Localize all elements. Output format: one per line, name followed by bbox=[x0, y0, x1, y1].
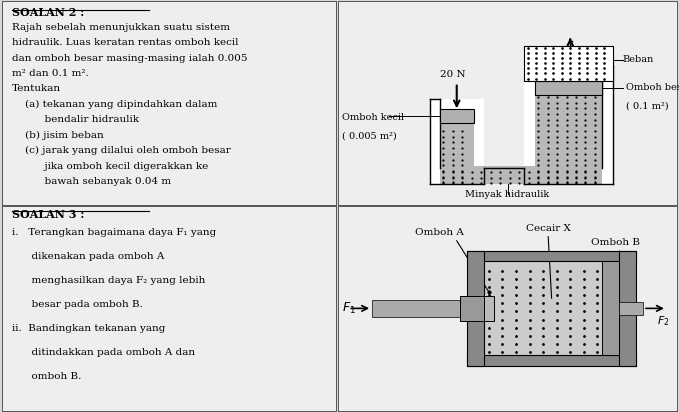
Bar bbox=[602, 261, 619, 356]
Text: SOALAN 3 :: SOALAN 3 : bbox=[12, 209, 84, 220]
Text: dan omboh besar masing-masing ialah 0.005: dan omboh besar masing-masing ialah 0.00… bbox=[12, 54, 248, 63]
Text: (a) tekanan yang dipindahkan dalam: (a) tekanan yang dipindahkan dalam bbox=[12, 100, 217, 109]
Bar bbox=[467, 356, 636, 366]
Text: bawah sebanyak 0.04 m: bawah sebanyak 0.04 m bbox=[12, 177, 171, 186]
Text: jika omboh kecil digerakkan ke: jika omboh kecil digerakkan ke bbox=[12, 162, 208, 171]
Text: besar pada omboh B.: besar pada omboh B. bbox=[12, 300, 143, 309]
Text: i.   Terangkan bagaimana daya F₁ yang: i. Terangkan bagaimana daya F₁ yang bbox=[12, 227, 217, 236]
Text: Minyak hidraulik: Minyak hidraulik bbox=[465, 190, 550, 199]
Bar bbox=[430, 99, 484, 185]
Text: Cecair X: Cecair X bbox=[526, 224, 570, 233]
Text: (c) jarak yang dilalui oleh omboh besar: (c) jarak yang dilalui oleh omboh besar bbox=[12, 146, 231, 155]
Bar bbox=[484, 261, 619, 356]
Text: dikenakan pada omboh A: dikenakan pada omboh A bbox=[12, 252, 164, 261]
Text: Omboh kecil: Omboh kecil bbox=[342, 113, 403, 122]
Text: bendalir hidraulik: bendalir hidraulik bbox=[12, 115, 139, 124]
Bar bbox=[372, 300, 467, 316]
Bar bbox=[460, 296, 484, 321]
Text: Omboh A: Omboh A bbox=[416, 228, 464, 237]
Text: 20 N: 20 N bbox=[440, 70, 465, 79]
Text: Tentukan: Tentukan bbox=[12, 84, 61, 94]
Text: ( 0.005 m²): ( 0.005 m²) bbox=[342, 131, 397, 140]
Bar bbox=[467, 251, 484, 366]
Text: SOALAN 2 :: SOALAN 2 : bbox=[12, 7, 84, 19]
Text: Rajah sebelah menunjukkan suatu sistem: Rajah sebelah menunjukkan suatu sistem bbox=[12, 23, 230, 32]
Text: menghasilkan daya F₂ yang lebih: menghasilkan daya F₂ yang lebih bbox=[12, 276, 206, 285]
Bar bbox=[440, 109, 474, 123]
Bar bbox=[484, 296, 494, 321]
Bar bbox=[524, 66, 612, 185]
Text: Omboh B: Omboh B bbox=[591, 239, 640, 247]
Text: ( 0.1 m²): ( 0.1 m²) bbox=[626, 101, 669, 110]
Text: m² dan 0.1 m².: m² dan 0.1 m². bbox=[12, 69, 89, 78]
Bar bbox=[534, 81, 602, 95]
Bar bbox=[619, 302, 643, 314]
Text: $F_1$: $F_1$ bbox=[342, 301, 355, 316]
Text: $F_2$: $F_2$ bbox=[657, 314, 669, 328]
Bar bbox=[440, 166, 602, 185]
Text: omboh B.: omboh B. bbox=[12, 372, 81, 382]
Text: Omboh besar: Omboh besar bbox=[626, 83, 679, 92]
Bar bbox=[467, 251, 636, 261]
Text: (b) jisim beban: (b) jisim beban bbox=[12, 131, 104, 140]
Bar bbox=[440, 123, 474, 168]
Bar bbox=[524, 46, 612, 81]
Text: ditindakkan pada omboh A dan: ditindakkan pada omboh A dan bbox=[12, 348, 195, 357]
Text: ii.  Bandingkan tekanan yang: ii. Bandingkan tekanan yang bbox=[12, 324, 166, 333]
Bar bbox=[619, 251, 636, 366]
Text: hidraulik. Luas keratan rentas omboh kecil: hidraulik. Luas keratan rentas omboh kec… bbox=[12, 38, 238, 47]
Bar bbox=[534, 95, 602, 168]
Text: Beban: Beban bbox=[623, 55, 654, 64]
